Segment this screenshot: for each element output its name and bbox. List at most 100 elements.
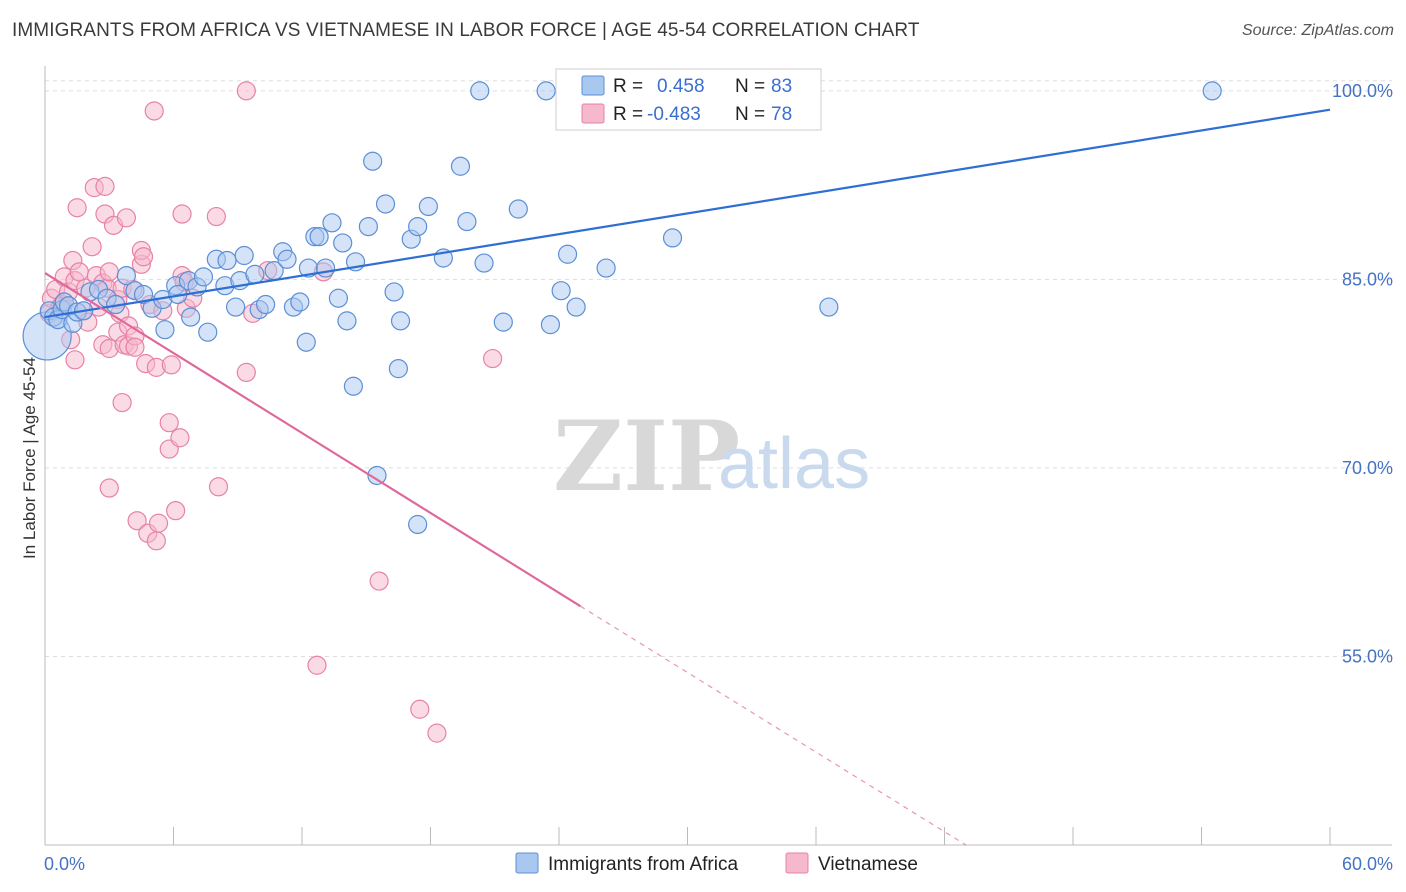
y-tick-labels: 100.0% 85.0% 70.0% 55.0% (1332, 81, 1393, 667)
series-vietnamese-points (39, 81, 503, 743)
data-point (536, 81, 556, 101)
x-tick-labels: 0.0% 60.0% (44, 854, 1393, 874)
data-point (369, 571, 389, 591)
data-point (410, 699, 430, 719)
data-point (363, 151, 383, 171)
data-point (551, 281, 571, 301)
data-point (450, 156, 471, 176)
data-point (566, 297, 586, 317)
data-point (116, 266, 136, 286)
legend-swatch-africa (581, 75, 605, 96)
data-point (307, 655, 327, 675)
bottom-legend-swatch-vietnamese (785, 852, 809, 874)
bottom-legend-label-vietnamese: Vietnamese (818, 854, 918, 875)
data-point (99, 478, 119, 498)
legend-r-value-vietnamese: -0.483 (647, 104, 701, 125)
data-point (148, 513, 169, 533)
data-point (557, 244, 578, 264)
data-point (343, 376, 363, 396)
data-point (181, 307, 201, 327)
data-point (408, 514, 428, 535)
trend-line-vietnamese (44, 272, 581, 608)
y-axis-label: In Labor Force | Age 45-54 (20, 357, 39, 559)
data-point (125, 337, 145, 357)
data-point (69, 262, 89, 282)
data-point (408, 217, 428, 237)
data-point (155, 320, 175, 340)
x-tick-label: 0.0% (44, 854, 85, 874)
data-point (309, 227, 329, 247)
data-point (540, 315, 561, 335)
data-point (166, 501, 186, 521)
data-point (193, 267, 214, 287)
data-point (662, 228, 683, 248)
data-point (375, 194, 396, 214)
data-point (144, 101, 164, 121)
data-point (170, 428, 190, 448)
data-point (358, 217, 378, 237)
source-label: Source: ZipAtlas.com (1241, 22, 1394, 39)
data-point (474, 253, 494, 273)
axes (44, 66, 1392, 846)
data-point (290, 292, 310, 312)
legend-n-value-africa: 83 (771, 76, 792, 97)
trend-line-africa (44, 108, 1331, 319)
data-point (208, 477, 229, 497)
data-point (234, 245, 254, 266)
data-point (470, 81, 490, 101)
legend-r-label-africa: R = (613, 76, 643, 97)
data-point (99, 262, 119, 282)
data-point (95, 176, 115, 196)
trend-lines (44, 108, 1331, 846)
y-tick-label: 100.0% (1332, 81, 1393, 101)
series-legend: Immigrants from Africa Vietnamese (515, 852, 918, 875)
data-point (133, 284, 154, 305)
data-point (315, 258, 336, 278)
data-point (328, 288, 349, 308)
data-point (296, 332, 316, 352)
data-point (337, 311, 357, 331)
data-point (596, 258, 616, 278)
data-point (67, 198, 87, 218)
data-point (116, 208, 136, 228)
data-point (236, 362, 256, 383)
data-point (367, 465, 387, 486)
legend-swatch-vietnamese (581, 103, 605, 124)
correlation-legend: R = 0.458 N = 83 R = -0.483 N = 78 (555, 68, 822, 131)
data-point (245, 264, 265, 284)
legend-n-label-africa: N = (735, 76, 765, 97)
data-point (819, 297, 839, 317)
data-point (206, 206, 226, 227)
watermark-zip: ZIP (553, 400, 740, 513)
watermark-atlas: atlas (718, 424, 870, 504)
data-point (172, 204, 192, 224)
legend-r-value-africa: 0.458 (657, 76, 705, 97)
data-point (388, 359, 408, 379)
legend-r-label-vietnamese: R = (613, 104, 643, 125)
data-point (277, 249, 297, 269)
data-point (146, 531, 166, 551)
series-africa-points (22, 81, 1222, 535)
data-point (198, 322, 218, 342)
data-point (255, 294, 276, 315)
data-point (161, 355, 181, 375)
y-tick-label: 55.0% (1342, 646, 1393, 666)
data-point (159, 413, 179, 433)
data-point (217, 250, 237, 271)
data-point (112, 392, 132, 413)
legend-n-value-vietnamese: 78 (771, 104, 792, 125)
x-tick-label: 60.0% (1342, 854, 1393, 874)
data-point (493, 312, 513, 332)
data-point (322, 213, 342, 233)
data-point (508, 199, 528, 219)
data-point (226, 297, 246, 317)
data-point (427, 723, 447, 743)
watermark: ZIP atlas (553, 400, 870, 513)
data-point (457, 211, 477, 232)
y-tick-label: 70.0% (1342, 458, 1393, 478)
chart-title: IMMIGRANTS FROM AFRICA VS VIETNAMESE IN … (12, 20, 920, 41)
data-point (384, 282, 404, 302)
data-point (483, 348, 503, 369)
data-point (1202, 81, 1222, 101)
